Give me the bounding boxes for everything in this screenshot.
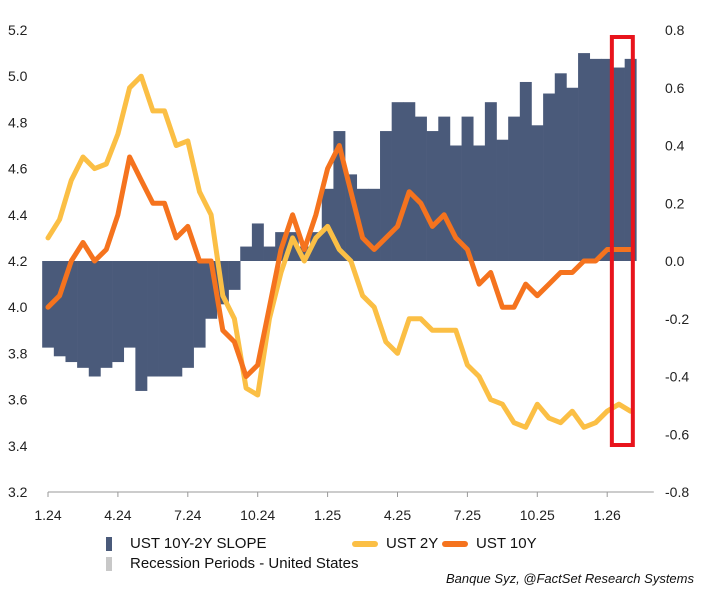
left-axis-tick-label: 4.0	[8, 299, 28, 315]
left-axis-tick-label: 5.0	[8, 68, 28, 84]
slope-bar	[508, 116, 521, 261]
slope-bar	[147, 261, 159, 377]
slope-bar	[380, 131, 392, 261]
slope-bar	[414, 116, 427, 261]
slope-bar	[461, 116, 474, 261]
legend-slope: UST 10Y-2Y SLOPE	[106, 535, 266, 552]
slope-bar	[53, 261, 66, 357]
slope-bar	[112, 261, 125, 363]
highlight-box	[609, 35, 635, 447]
slope-bar	[589, 58, 602, 261]
legend-label-recession: Recession Periods - United States	[130, 555, 359, 572]
legend-recession: Recession Periods - United States	[106, 555, 358, 572]
slope-bar	[578, 53, 591, 261]
slope-bar	[601, 58, 614, 261]
legend-label-10y: UST 10Y	[476, 535, 537, 552]
x-axis-tick-label: 1.26	[594, 507, 621, 523]
x-axis-tick-label: 1.25	[314, 507, 341, 523]
chart: 5.2 5.0 4.8 4.6 4.4 4.2 4.0 3.8 3.6 3.4 3.2 0.8 0.6 0…	[8, 22, 689, 523]
left-axis-tick-label: 4.4	[8, 207, 28, 223]
left-axis-tick-label: 4.6	[8, 161, 28, 177]
right-axis-tick-label: 0.4	[665, 138, 685, 154]
left-axis-tick-label: 3.8	[8, 345, 28, 361]
slope-bar	[519, 81, 532, 261]
slope-bar	[88, 261, 101, 377]
slope-bar	[298, 246, 311, 261]
slope-bar	[496, 139, 509, 261]
source-note: Banque Syz, @FactSet Research Systems	[445, 571, 694, 586]
left-axis-tick-label: 4.8	[8, 114, 28, 130]
legend-label-slope: UST 10Y-2Y SLOPE	[130, 535, 267, 552]
left-axis-tick-label: 5.2	[8, 22, 28, 38]
slope-bar	[263, 246, 276, 261]
slope-bar	[193, 261, 206, 348]
x-axis-tick-label: 7.24	[174, 507, 201, 523]
slope-bar	[624, 58, 637, 261]
slope-bar	[566, 87, 579, 261]
left-axis-tick-label: 3.2	[8, 484, 28, 500]
slope-bar	[170, 261, 183, 377]
slope-bar	[251, 223, 264, 261]
slope-bar	[438, 116, 451, 261]
right-axis-tick-label: 0.2	[665, 195, 685, 211]
slope-bar	[554, 73, 567, 261]
right-axis-tick-label: -0.8	[665, 484, 689, 500]
slope-bar	[310, 232, 323, 261]
slope-bar	[123, 261, 136, 348]
ust-2y-line	[45, 73, 633, 430]
slope-bar	[543, 93, 556, 262]
slope-bar	[473, 145, 486, 261]
legend-label-2y: UST 2Y	[386, 535, 439, 552]
slope-bar	[403, 102, 416, 261]
right-axis-tick-label: -0.4	[665, 369, 689, 385]
legend-swatch-slope	[106, 536, 112, 551]
slope-bar	[65, 261, 78, 363]
x-axis-tick-label: 1.24	[34, 507, 61, 523]
legend-swatch-10y	[442, 540, 468, 547]
ust-10y-line	[45, 143, 633, 379]
x-axis-tick-label: 4.25	[384, 507, 411, 523]
left-axis-tick-label: 3.4	[8, 438, 28, 454]
slope-bar	[356, 188, 369, 261]
slope-bar	[77, 261, 90, 368]
slope-bar	[205, 261, 218, 319]
slope-bar	[449, 145, 462, 261]
right-axis-tick-label: -0.6	[665, 426, 689, 442]
x-axis-tick-label: 10.25	[520, 507, 555, 523]
right-axis-tick-label: 0.8	[665, 22, 685, 38]
slope-bar	[484, 102, 497, 261]
slope-bar	[368, 188, 381, 261]
x-axis-tick-label: 7.25	[454, 507, 481, 523]
slope-bar	[100, 261, 113, 368]
slope-bar	[531, 125, 544, 261]
slope-bar	[286, 232, 299, 261]
slope-bar	[333, 131, 346, 261]
right-axis-tick-label: 0.6	[665, 80, 685, 96]
slope-bar	[345, 174, 358, 261]
legend-swatch-2y	[352, 540, 378, 547]
legend-swatch-recession	[106, 556, 112, 571]
slope-bar	[240, 246, 253, 261]
slope-bar	[135, 261, 148, 391]
slope-bar	[426, 131, 439, 261]
x-axis-tick-label: 4.24	[104, 507, 131, 523]
slope-bar	[228, 261, 241, 290]
legend-2y: UST 2Y	[352, 535, 438, 552]
legend-10y: UST 10Y	[442, 535, 537, 552]
left-axis-tick-label: 3.6	[8, 392, 28, 408]
slope-bar	[391, 102, 404, 261]
x-axis-tick-label: 10.24	[240, 507, 275, 523]
right-axis-tick-label: 0.0	[665, 253, 685, 269]
slope-bar	[613, 67, 625, 261]
slope-bar	[158, 261, 171, 377]
left-axis-tick-label: 4.2	[8, 253, 28, 269]
right-axis-tick-label: -0.2	[665, 311, 689, 327]
slope-bar	[181, 261, 194, 368]
